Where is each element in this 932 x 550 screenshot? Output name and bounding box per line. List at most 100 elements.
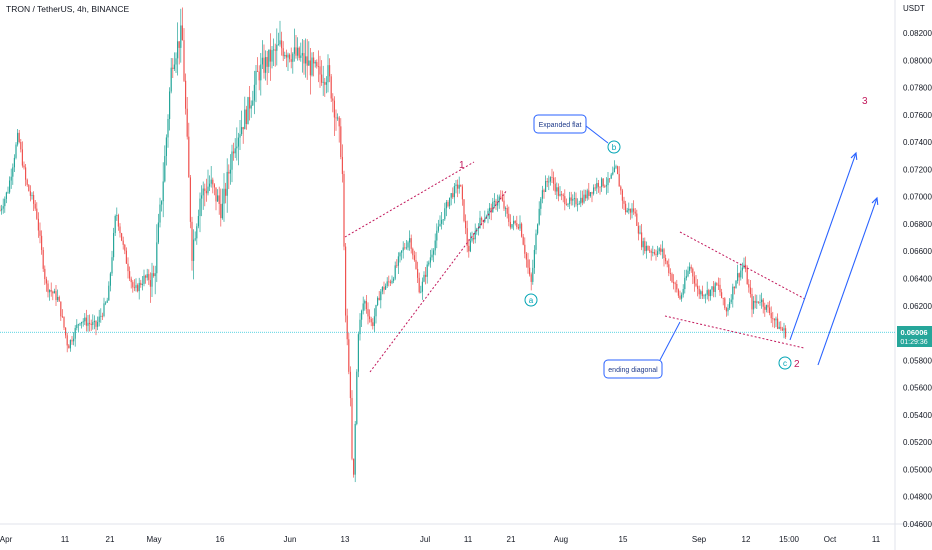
candle-body xyxy=(543,190,545,192)
candle-body xyxy=(532,267,534,282)
candle-body xyxy=(357,334,359,372)
candle-body xyxy=(338,117,340,127)
candle-body xyxy=(36,208,38,219)
candle-body xyxy=(570,197,572,201)
candle-body xyxy=(473,237,475,240)
candle-body xyxy=(26,179,28,185)
candle-body xyxy=(135,285,137,288)
candle-body xyxy=(506,208,508,214)
time-axis: Apr 11 21 May 16 Jun 13 Jul 11 21 Aug 15 Sep 12 15:00 O… xyxy=(0,535,881,544)
candle-body xyxy=(605,185,607,187)
candle-body xyxy=(351,398,353,459)
candle-body xyxy=(69,340,71,349)
candle-body xyxy=(733,286,735,289)
candle-body xyxy=(362,303,364,311)
candle-body xyxy=(284,54,286,57)
candle-body xyxy=(746,268,748,285)
candle-body xyxy=(242,127,244,130)
candle-body xyxy=(100,315,102,317)
candle-body xyxy=(114,216,116,234)
y-tick-label: 0.06400 xyxy=(903,275,932,284)
candle-body xyxy=(105,302,107,304)
candle-body xyxy=(229,169,231,174)
candle-body xyxy=(602,178,604,187)
candle-body xyxy=(60,301,62,317)
candle-body xyxy=(212,179,214,185)
candle-body xyxy=(545,181,547,192)
candle-body xyxy=(487,210,489,217)
candle-body xyxy=(213,184,215,188)
candle-body xyxy=(359,319,361,335)
candle-body xyxy=(279,40,281,45)
candle-body xyxy=(767,305,769,308)
candle-body xyxy=(423,274,425,282)
candle-body xyxy=(5,192,7,199)
candle-body xyxy=(596,182,598,189)
candle-body xyxy=(634,211,636,214)
candle-body xyxy=(429,257,431,263)
candle-body xyxy=(569,197,571,204)
candle-body xyxy=(629,208,631,213)
candle-body xyxy=(769,307,771,314)
x-tick-label: 13 xyxy=(341,535,350,544)
last-price-bg xyxy=(897,326,932,347)
candle-body xyxy=(265,57,267,73)
candle-body xyxy=(189,177,191,222)
candle-body xyxy=(466,228,468,246)
candle-body xyxy=(535,233,537,250)
candle-body xyxy=(517,226,519,229)
candle-body xyxy=(57,296,59,300)
candle-body xyxy=(116,215,118,217)
wave-c-label: c xyxy=(783,359,787,368)
candle-body xyxy=(684,277,686,290)
candle-body xyxy=(591,192,593,194)
candle-body xyxy=(346,315,348,340)
candle-body xyxy=(193,239,195,261)
candle-body xyxy=(249,97,251,109)
candle-body xyxy=(777,318,779,329)
candle-body xyxy=(66,335,68,346)
x-tick-label: 21 xyxy=(106,535,115,544)
candle-body xyxy=(649,250,651,252)
candle-body xyxy=(372,322,374,326)
candle-body xyxy=(644,241,646,252)
candle-body xyxy=(636,213,638,226)
candle-body xyxy=(695,283,697,286)
candle-body xyxy=(713,286,715,292)
candle-body xyxy=(612,172,614,175)
candle-body xyxy=(556,187,558,192)
candle-body xyxy=(378,297,380,301)
candle-body xyxy=(245,109,247,124)
candle-body xyxy=(178,41,180,48)
candle-body xyxy=(140,282,142,286)
candle-body xyxy=(233,151,235,154)
candle-body xyxy=(642,241,644,248)
candle-body xyxy=(308,60,310,66)
candle-body xyxy=(73,338,75,342)
candle-body xyxy=(505,208,507,209)
candle-body xyxy=(468,245,470,252)
candle-body xyxy=(314,62,316,64)
x-tick-label: Jun xyxy=(284,535,297,544)
candle-body xyxy=(290,59,292,62)
candle-body xyxy=(165,137,167,156)
chart-drawings xyxy=(0,151,895,373)
candle-body xyxy=(437,226,439,231)
candlestick-series xyxy=(0,7,787,483)
chart-title: TRON / TetherUS, 4h, BINANCE xyxy=(6,4,129,14)
projection-arrow xyxy=(817,197,878,366)
candle-body xyxy=(319,66,321,75)
candle-body xyxy=(463,199,465,221)
candle-body xyxy=(2,206,4,209)
candle-body xyxy=(533,249,535,268)
candle-body xyxy=(418,277,420,293)
candle-body xyxy=(29,191,31,196)
y-tick-label: 0.06600 xyxy=(903,247,932,256)
projection-arrowhead xyxy=(850,151,858,161)
candle-body xyxy=(703,295,705,297)
candle-body xyxy=(740,270,742,278)
candle-body xyxy=(447,202,449,207)
candle-body xyxy=(92,322,94,325)
x-tick-label: 11 xyxy=(61,535,70,544)
candle-body xyxy=(650,250,652,253)
